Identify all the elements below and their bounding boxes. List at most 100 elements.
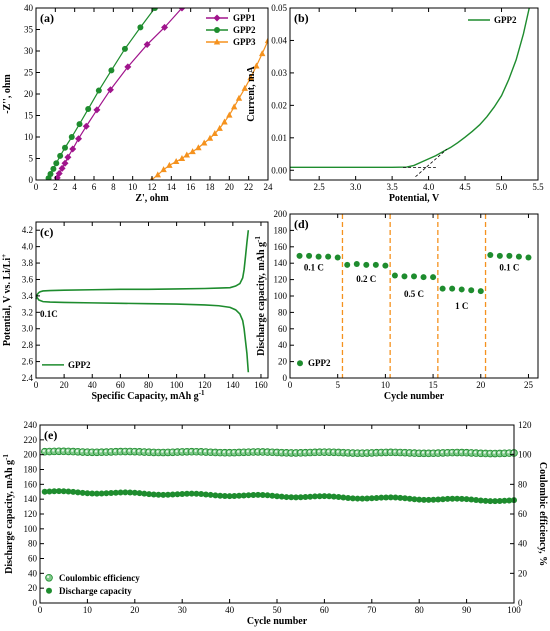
data-point-GPP2 — [95, 87, 102, 94]
data-point-coulombic-efficiency-highlight — [255, 449, 259, 453]
y-tick-label: 35 — [24, 25, 34, 35]
data-point-GPP1 — [55, 170, 63, 178]
x-tick-label: 70 — [367, 605, 377, 615]
data-point — [525, 254, 532, 261]
data-point-coulombic-efficiency-highlight — [180, 449, 183, 453]
y-tick-label: 0.02 — [271, 100, 287, 110]
x-tick-label: 40 — [225, 605, 235, 615]
data-point-discharge-capacity — [103, 490, 110, 497]
data-point-discharge-capacity — [302, 494, 309, 501]
data-point-GPP3 — [221, 118, 228, 125]
y-tick-label: 40 — [24, 3, 34, 13]
x-tick-label: 60 — [320, 605, 330, 615]
panel-a-data — [45, 8, 268, 180]
data-point — [411, 273, 417, 280]
legend-marker-coulombic-efficiency-highlight — [46, 575, 50, 579]
data-point-discharge-capacity — [477, 497, 484, 504]
data-point-discharge-capacity — [411, 496, 418, 503]
data-point-discharge-capacity — [240, 492, 247, 499]
data-point-discharge-capacity — [482, 497, 489, 504]
data-point-coulombic-efficiency-highlight — [455, 450, 458, 453]
data-point-coulombic-efficiency-highlight — [502, 451, 505, 454]
y2-axis-title: Coulombic efficiency, % — [537, 462, 548, 566]
data-point-coulombic-efficiency-highlight — [218, 450, 221, 453]
data-point-coulombic-efficiency-highlight — [407, 450, 411, 454]
data-point-discharge-capacity — [264, 492, 271, 499]
data-point-coulombic-efficiency-highlight — [473, 451, 477, 454]
data-point — [420, 274, 427, 281]
data-point-coulombic-efficiency-highlight — [350, 450, 354, 454]
data-point-discharge-capacity — [127, 489, 134, 496]
rate-annotation: 0.1C — [40, 309, 58, 319]
legend-marker-coulombic-efficiency — [45, 573, 53, 582]
data-point-discharge-capacity — [198, 491, 205, 498]
data-point-discharge-capacity — [359, 495, 366, 502]
series-line-GPP2 — [290, 8, 530, 169]
y2-tick-label: 100 — [518, 450, 532, 460]
series-line-GPP1 — [56, 8, 183, 179]
data-point-discharge-capacity — [430, 496, 437, 503]
data-point-coulombic-efficiency-highlight — [90, 450, 93, 453]
data-point-coulombic-efficiency-highlight — [360, 451, 363, 454]
data-point-discharge-capacity — [401, 495, 408, 502]
data-point-discharge-capacity — [193, 490, 200, 497]
y-tick-label: 140 — [274, 258, 288, 268]
data-point-discharge-capacity — [397, 494, 404, 501]
data-point-GPP3 — [247, 74, 254, 81]
data-point-coulombic-efficiency-highlight — [488, 451, 491, 454]
y-tick-label: 0 — [29, 175, 34, 185]
data-point-discharge-capacity — [321, 493, 328, 500]
rate-label: 1 C — [455, 301, 468, 311]
series-line-GPP2 — [48, 8, 156, 179]
data-point-coulombic-efficiency-highlight — [421, 451, 425, 454]
data-point-discharge-capacity — [51, 488, 58, 495]
y-tick-label: 140 — [24, 494, 38, 504]
data-point-discharge-capacity — [79, 489, 86, 496]
data-point-coulombic-efficiency-highlight — [412, 450, 415, 454]
y-axis-title: Discharge capacity, mAh g-1 — [254, 236, 267, 356]
data-point-discharge-capacity — [378, 494, 385, 501]
data-point-coulombic-efficiency-highlight — [436, 450, 439, 454]
data-point-coulombic-efficiency-highlight — [123, 449, 126, 452]
data-point-discharge-capacity — [354, 495, 361, 502]
data-point-GPP1 — [69, 145, 77, 153]
data-point-discharge-capacity — [255, 491, 262, 498]
data-point-discharge-capacity — [60, 488, 67, 495]
data-point-discharge-capacity — [373, 494, 380, 501]
data-point-discharge-capacity — [383, 494, 390, 501]
y-tick-label: 0.04 — [271, 35, 287, 45]
data-point-GPP2 — [121, 45, 128, 52]
x-tick-label: 22 — [244, 182, 253, 192]
data-point-GPP2 — [76, 121, 83, 128]
data-point-GPP3 — [201, 139, 208, 146]
data-point-discharge-capacity — [136, 490, 143, 497]
x-tick-label: 18 — [206, 182, 216, 192]
data-point — [449, 285, 456, 292]
y-tick-label: 160 — [274, 242, 288, 252]
data-point-GPP3 — [154, 171, 161, 178]
data-point-coulombic-efficiency-highlight — [265, 449, 268, 453]
data-point-GPP1 — [93, 106, 101, 114]
data-point — [306, 252, 313, 259]
data-point-GPP2 — [85, 106, 92, 113]
data-point — [353, 261, 360, 268]
data-point-GPP3 — [206, 134, 214, 141]
data-point-GPP1 — [82, 122, 90, 130]
panel-label: (a) — [40, 11, 54, 25]
x-tick-label: 60 — [116, 380, 126, 390]
y-tick-label: 40 — [28, 568, 38, 578]
y-tick-label: 3.4 — [22, 291, 34, 301]
data-point-discharge-capacity — [155, 491, 162, 498]
data-point-discharge-capacity — [108, 489, 115, 496]
data-point-coulombic-efficiency-highlight — [426, 451, 429, 454]
x-tick-label: 24 — [264, 182, 274, 192]
data-point-discharge-capacity — [174, 491, 181, 498]
y-tick-label: 4.2 — [22, 225, 33, 235]
rate-label: 0.1 C — [304, 263, 324, 273]
data-point-GPP3 — [253, 62, 260, 69]
x-tick-label: 20 — [60, 380, 70, 390]
data-point-coulombic-efficiency-highlight — [208, 450, 211, 453]
panel-label: (b) — [294, 11, 309, 25]
data-point-discharge-capacity — [349, 495, 356, 502]
data-point-discharge-capacity — [217, 492, 224, 499]
